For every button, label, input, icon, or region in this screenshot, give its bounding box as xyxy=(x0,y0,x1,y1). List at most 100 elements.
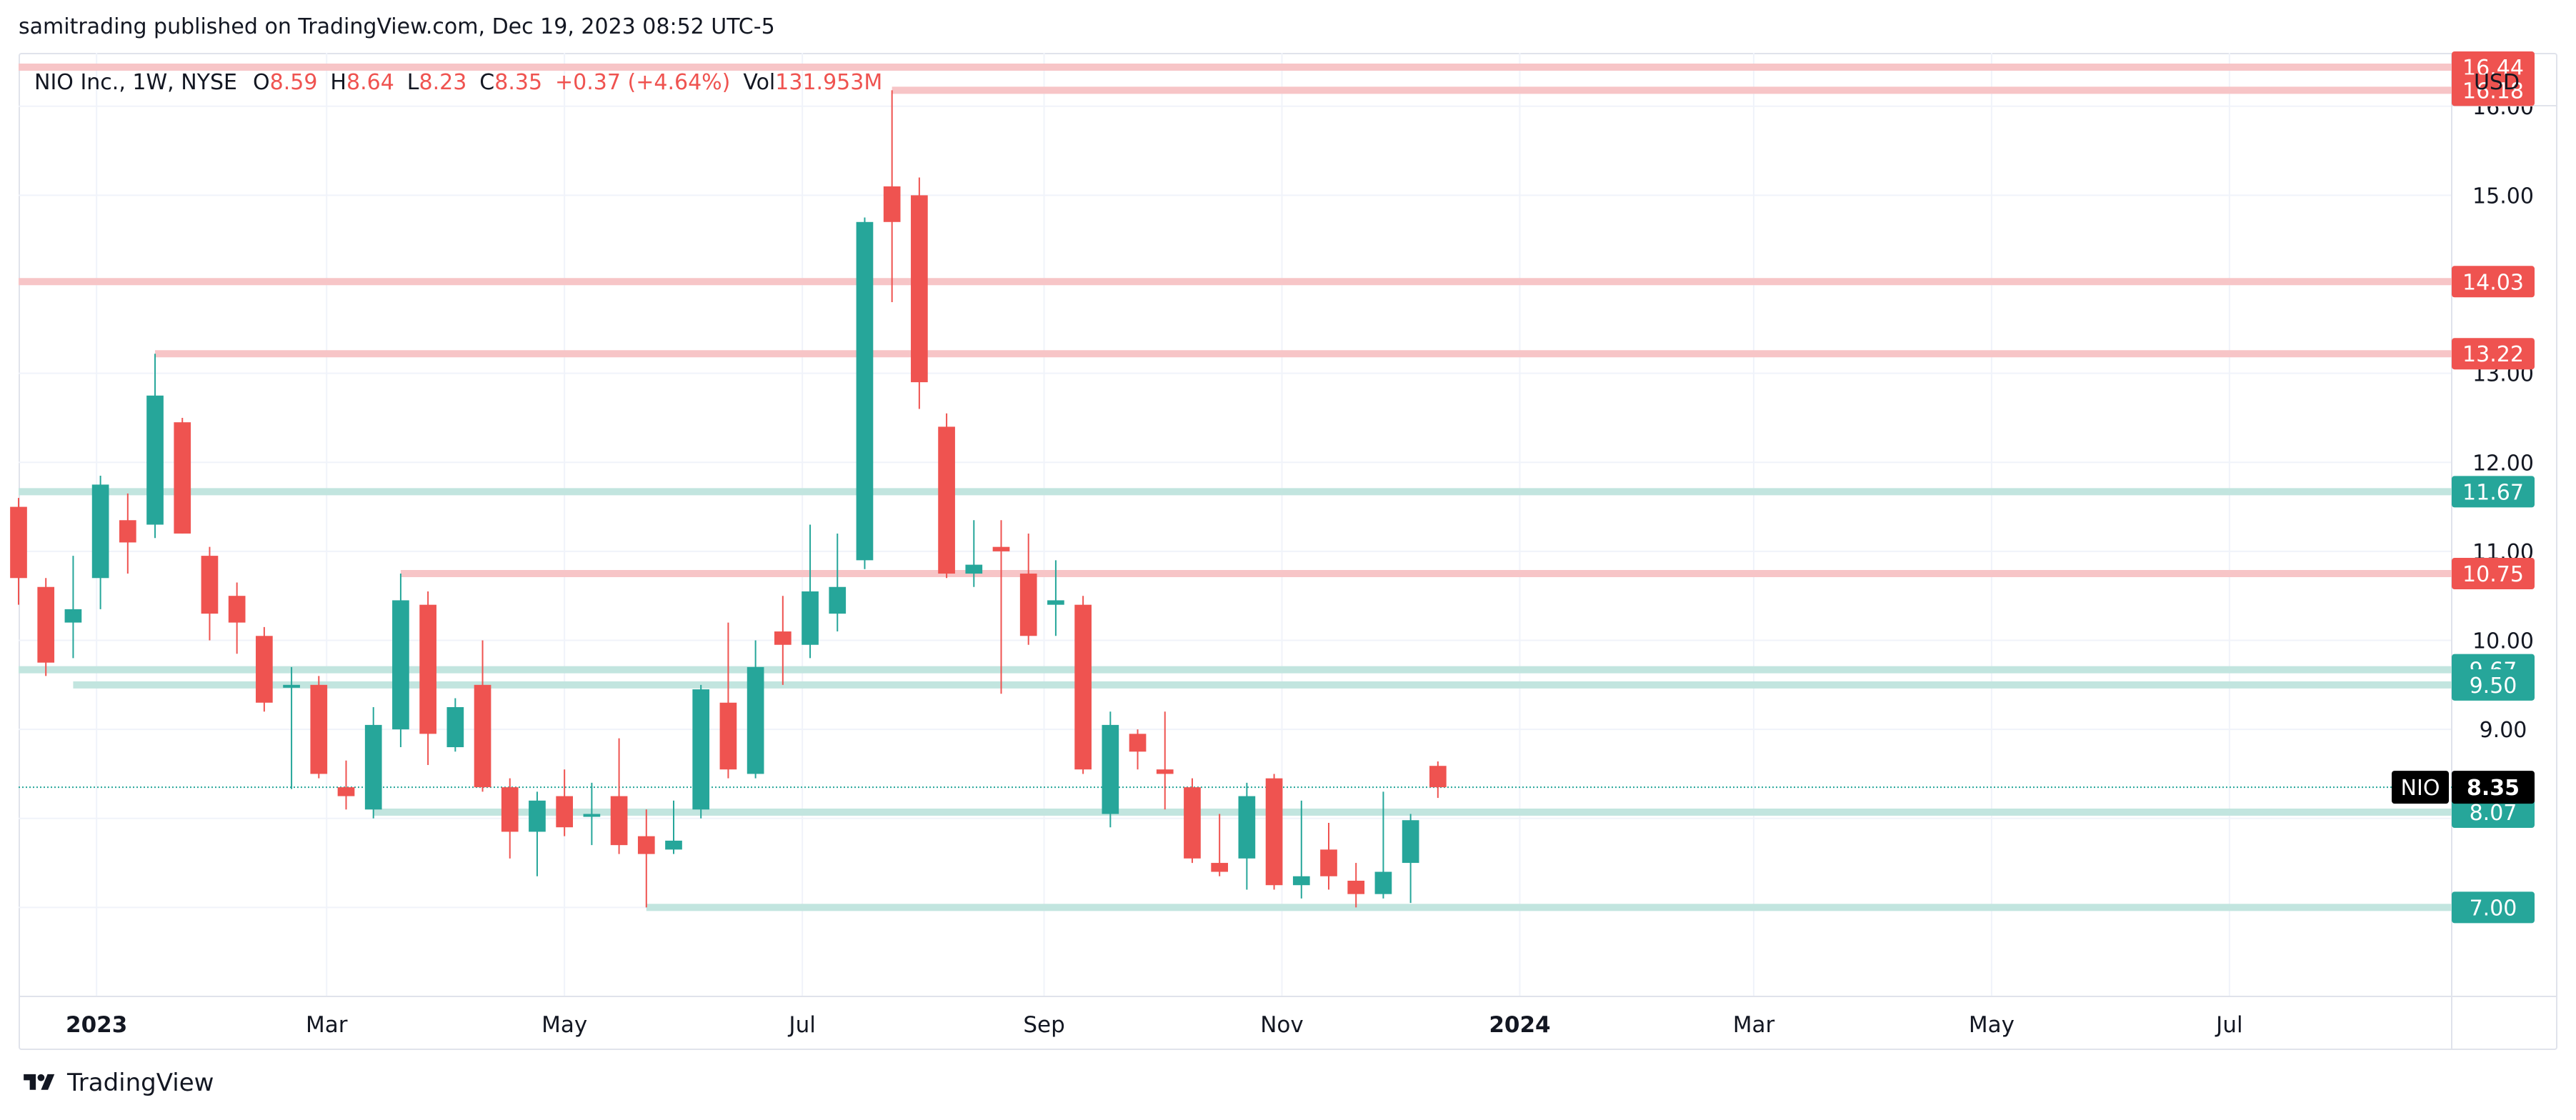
currency-button[interactable]: USD xyxy=(2473,70,2520,95)
x-tick-label: May xyxy=(1969,1012,2015,1038)
candle[interactable] xyxy=(256,626,273,712)
candle[interactable] xyxy=(774,596,792,685)
candle[interactable] xyxy=(10,498,27,605)
candle[interactable] xyxy=(1292,800,1310,899)
candle-body xyxy=(419,604,436,734)
candle-body xyxy=(665,840,682,850)
publish-info: samitrading published on TradingView.com… xyxy=(19,14,775,39)
candle[interactable] xyxy=(91,475,109,609)
candle-body xyxy=(1184,787,1201,859)
level-price-label: 16.18 xyxy=(2462,79,2524,104)
candle[interactable] xyxy=(174,417,191,534)
candle[interactable] xyxy=(1074,596,1092,774)
candle[interactable] xyxy=(474,640,491,792)
candle[interactable] xyxy=(64,556,82,659)
candle[interactable] xyxy=(610,738,628,854)
candle[interactable] xyxy=(802,524,819,659)
candle[interactable] xyxy=(1102,711,1119,828)
candle[interactable] xyxy=(583,782,601,846)
candle[interactable] xyxy=(392,574,409,748)
candle[interactable] xyxy=(310,676,328,779)
candle-body xyxy=(91,484,109,579)
candle-body xyxy=(1019,574,1037,636)
level-price-tag xyxy=(2452,74,2535,106)
candle[interactable] xyxy=(637,809,655,908)
candle-body xyxy=(774,631,792,645)
level-price-tag xyxy=(2452,558,2535,590)
tradingview-wordmark: TradingView xyxy=(67,1069,214,1097)
candle[interactable] xyxy=(501,778,519,859)
candle[interactable] xyxy=(446,698,464,752)
x-tick-label: Nov xyxy=(1260,1012,1304,1038)
candle[interactable] xyxy=(1047,560,1064,636)
legend-open-label: O xyxy=(253,70,270,95)
x-tick-label: May xyxy=(541,1012,587,1038)
candle[interactable] xyxy=(856,217,874,569)
x-tick-label: Mar xyxy=(1733,1012,1775,1038)
candle-body xyxy=(747,666,764,774)
candle[interactable] xyxy=(419,591,436,765)
candle-body xyxy=(556,796,574,828)
candle[interactable] xyxy=(364,706,382,819)
candle[interactable] xyxy=(283,666,300,789)
candle[interactable] xyxy=(1129,729,1147,770)
candle[interactable] xyxy=(938,413,955,579)
candle-body xyxy=(802,591,819,645)
candle[interactable] xyxy=(1156,711,1174,810)
candle-body xyxy=(883,186,901,222)
last-price-label: 8.35 xyxy=(2467,776,2520,801)
candle[interactable] xyxy=(556,769,574,836)
candle-body xyxy=(10,506,27,579)
x-tick-label: Jul xyxy=(787,1012,815,1038)
candle[interactable] xyxy=(337,760,355,810)
candle[interactable] xyxy=(829,533,847,632)
candle[interactable] xyxy=(911,177,928,409)
candle[interactable] xyxy=(1019,533,1037,645)
y-tick-label: 12.00 xyxy=(2472,451,2534,476)
candle-body xyxy=(283,684,300,688)
legend-low-label: L xyxy=(406,70,419,95)
candle[interactable] xyxy=(1238,782,1256,890)
candle-body xyxy=(829,586,847,614)
candle[interactable] xyxy=(992,520,1010,694)
candle[interactable] xyxy=(37,578,55,676)
candle[interactable] xyxy=(529,791,546,876)
candle-body xyxy=(146,395,164,525)
candle-body xyxy=(392,600,409,730)
candle[interactable] xyxy=(1320,822,1337,890)
candle-body xyxy=(719,702,737,770)
legend-close-label: C xyxy=(479,70,495,95)
level-price-label: 10.75 xyxy=(2462,562,2524,587)
candle[interactable] xyxy=(1347,863,1365,908)
candle-body xyxy=(1102,724,1119,814)
candle[interactable] xyxy=(228,582,246,654)
candle[interactable] xyxy=(1211,814,1229,876)
candle[interactable] xyxy=(692,684,710,819)
level-price-tag xyxy=(2452,669,2535,701)
candle-body xyxy=(1429,766,1447,788)
candle[interactable] xyxy=(719,622,737,779)
candle[interactable] xyxy=(146,354,164,539)
x-tick-label: Jul xyxy=(2215,1012,2242,1038)
tradingview-brand[interactable]: TradingView xyxy=(19,1069,214,1097)
candle[interactable] xyxy=(201,546,219,641)
candle[interactable] xyxy=(1374,791,1392,899)
candle-body xyxy=(1320,849,1337,876)
legend-open-value: 8.59 xyxy=(269,70,318,95)
candle[interactable] xyxy=(1429,761,1447,799)
candle[interactable] xyxy=(1184,778,1201,864)
candle[interactable] xyxy=(119,493,136,574)
candle[interactable] xyxy=(883,90,901,302)
candle[interactable] xyxy=(747,640,764,779)
legend-symbol[interactable]: NIO Inc., 1W, NYSE xyxy=(34,70,237,95)
legend-change: +0.37 (+4.64%) xyxy=(555,70,731,95)
horizontal-levels xyxy=(19,63,2452,911)
level-price-tag xyxy=(2452,796,2535,829)
candle[interactable] xyxy=(665,800,682,854)
level-price-label: 7.00 xyxy=(2470,896,2517,921)
candle[interactable] xyxy=(1402,814,1419,904)
candle[interactable] xyxy=(1265,774,1283,890)
candle-body xyxy=(1265,778,1283,886)
candle[interactable] xyxy=(965,520,983,587)
